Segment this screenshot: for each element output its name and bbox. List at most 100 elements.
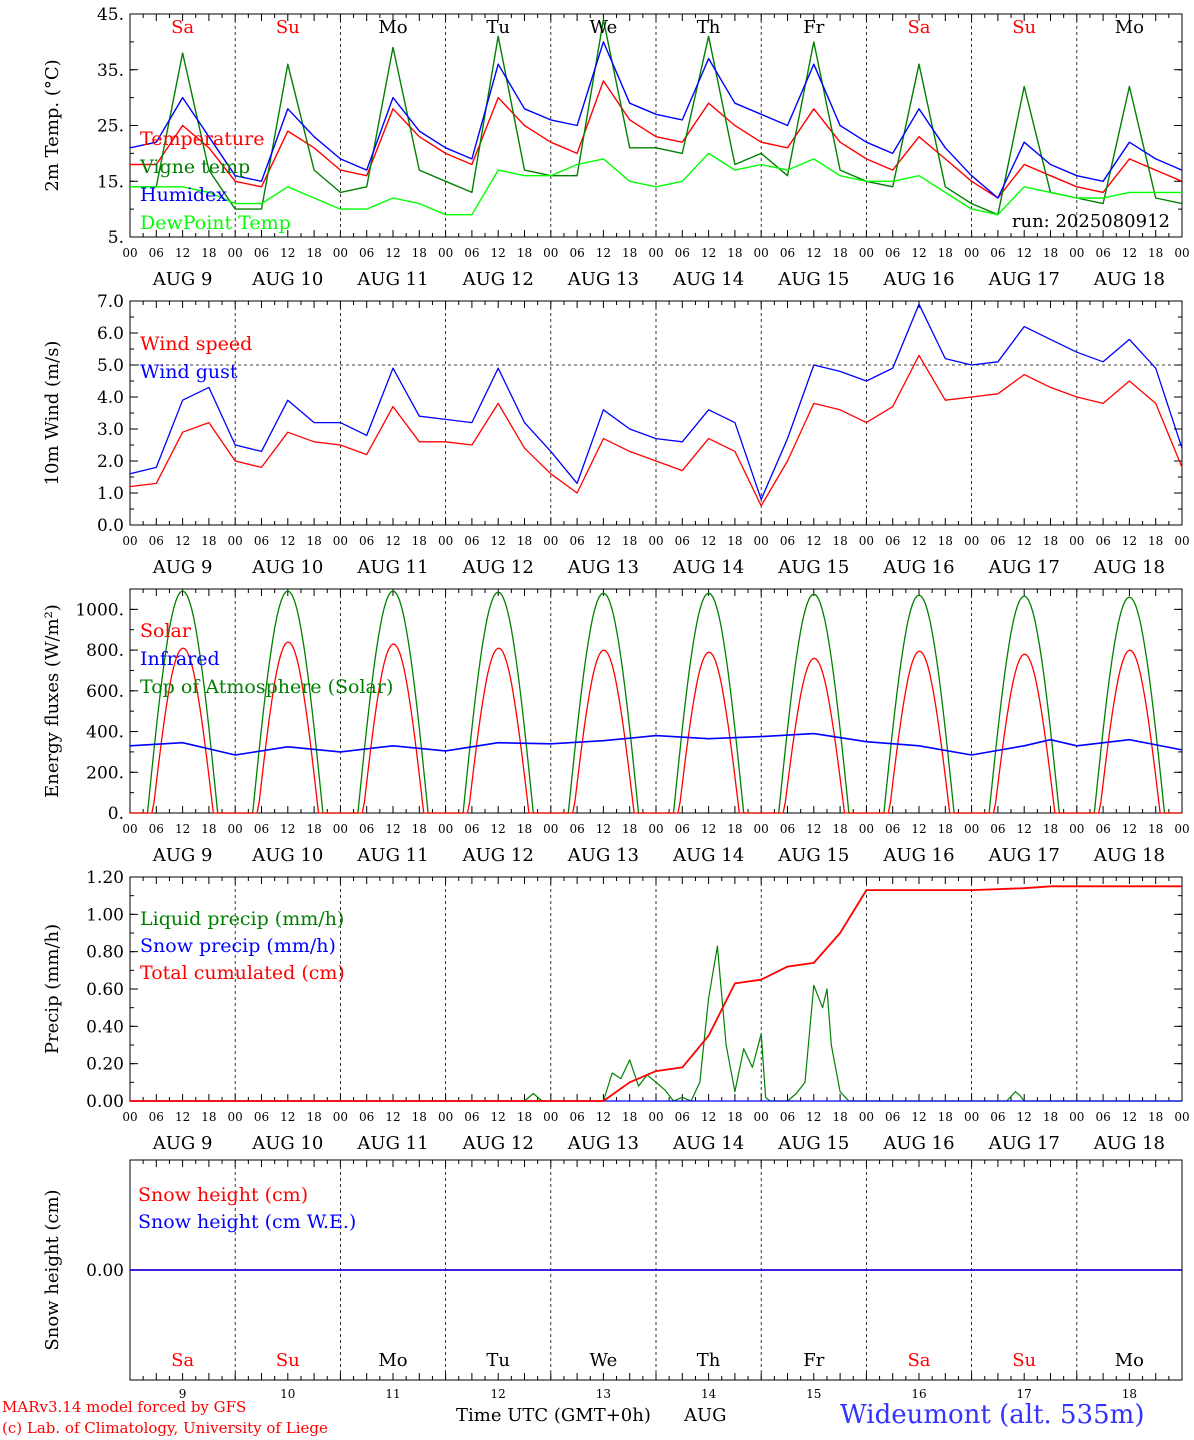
x-tick-label: 00 bbox=[648, 1110, 663, 1124]
date-label: AUG 12 bbox=[462, 1133, 534, 1154]
day-number: 13 bbox=[596, 1387, 611, 1401]
date-label: AUG 11 bbox=[356, 269, 428, 290]
weekday-label: Su bbox=[1012, 1350, 1036, 1371]
x-tick-label: 00 bbox=[964, 534, 979, 548]
date-label: AUG 10 bbox=[251, 1133, 323, 1154]
series-line-wind-gust bbox=[129, 303, 1183, 501]
x-tick-label: 00 bbox=[754, 246, 769, 260]
x-tick-label: 12 bbox=[911, 534, 926, 548]
day-number: 17 bbox=[1017, 1387, 1032, 1401]
y-tick-label: 0.20 bbox=[86, 1055, 124, 1075]
x-tick-label: 06 bbox=[464, 822, 479, 836]
plot-frame bbox=[129, 13, 1183, 238]
date-label: AUG 17 bbox=[988, 1133, 1060, 1154]
date-label: AUG 9 bbox=[152, 269, 213, 290]
x-tick-label: 00 bbox=[333, 1110, 348, 1124]
x-tick-label: 06 bbox=[1095, 534, 1110, 548]
legend-item: Wind gust bbox=[140, 361, 238, 383]
x-tick-label: 12 bbox=[1122, 822, 1137, 836]
x-tick-label: 18 bbox=[517, 534, 532, 548]
x-tick-label: 00 bbox=[754, 822, 769, 836]
x-tick-label: 18 bbox=[832, 1110, 847, 1124]
x-tick-label: 06 bbox=[675, 534, 690, 548]
x-tick-label: 12 bbox=[806, 1110, 821, 1124]
weekday-label: Th bbox=[697, 17, 721, 38]
x-tick-label: 00 bbox=[543, 1110, 558, 1124]
x-tick-label: 06 bbox=[1095, 246, 1110, 260]
weekday-label: Su bbox=[276, 17, 300, 38]
date-label: AUG 13 bbox=[567, 1133, 639, 1154]
x-tick-label: 06 bbox=[149, 246, 164, 260]
series-line-humidex bbox=[129, 41, 1183, 199]
x-tick-label: 18 bbox=[832, 534, 847, 548]
x-tick-label: 12 bbox=[385, 534, 400, 548]
x-tick-label: 12 bbox=[1122, 1110, 1137, 1124]
weekday-label: Tu bbox=[486, 1350, 510, 1371]
x-tick-label: 12 bbox=[806, 246, 821, 260]
date-label: AUG 16 bbox=[882, 269, 954, 290]
x-tick-label: 00 bbox=[228, 1110, 243, 1124]
x-tick-label: 18 bbox=[832, 822, 847, 836]
series-line-infrared bbox=[129, 732, 1183, 756]
x-tick-label: 18 bbox=[938, 534, 953, 548]
weekday-label: Su bbox=[1012, 17, 1036, 38]
date-label: AUG 13 bbox=[567, 557, 639, 578]
x-tick-label: 18 bbox=[1043, 1110, 1058, 1124]
legend-item: Solar bbox=[140, 620, 192, 642]
x-tick-label: 06 bbox=[780, 246, 795, 260]
x-tick-label: 00 bbox=[228, 534, 243, 548]
y-tick-label: 2.0 bbox=[97, 452, 124, 472]
x-tick-label: 00 bbox=[438, 246, 453, 260]
y-axis-label: 2m Temp. (°C) bbox=[42, 59, 63, 191]
x-tick-label: 06 bbox=[359, 534, 374, 548]
x-tick-label: 18 bbox=[201, 534, 216, 548]
panel-temp: 00 06 12 18 00 06 12 18 00 06 12 18 00 06 12 18 00 06 12 18… bbox=[42, 5, 1190, 290]
x-tick-label: 12 bbox=[280, 822, 295, 836]
legend-item: Vigne temp bbox=[139, 156, 250, 178]
x-tick-label: 06 bbox=[254, 822, 269, 836]
x-tick-label: 06 bbox=[990, 534, 1005, 548]
weekday-label: Fr bbox=[803, 1350, 824, 1371]
y-tick-label: 45. bbox=[97, 5, 124, 25]
x-tick-label: 06 bbox=[780, 534, 795, 548]
date-label: AUG 15 bbox=[777, 1133, 849, 1154]
x-tick-label: 12 bbox=[280, 246, 295, 260]
legend-item: Snow height (cm) bbox=[138, 1184, 308, 1206]
date-label: AUG 15 bbox=[777, 845, 849, 866]
x-tick-label: 00 bbox=[1069, 246, 1084, 260]
plot-frame bbox=[129, 588, 1183, 814]
weekday-label: We bbox=[590, 17, 618, 38]
x-tick-label: 18 bbox=[1043, 534, 1058, 548]
date-label: AUG 15 bbox=[777, 557, 849, 578]
x-tick-label: 12 bbox=[280, 534, 295, 548]
date-label: AUG 11 bbox=[356, 557, 428, 578]
date-label: AUG 18 bbox=[1093, 1133, 1165, 1154]
legend-item: DewPoint Temp bbox=[140, 212, 291, 234]
x-tick-label: 00 bbox=[964, 246, 979, 260]
x-tick-label: 18 bbox=[306, 246, 321, 260]
series-line-solar bbox=[130, 641, 1182, 814]
x-tick-label: 06 bbox=[885, 1110, 900, 1124]
y-tick-label: 3.0 bbox=[97, 420, 124, 440]
x-tick-label: 00 bbox=[1174, 246, 1189, 260]
x-tick-label: 18 bbox=[622, 1110, 637, 1124]
date-label: AUG 18 bbox=[1093, 269, 1165, 290]
x-tick-label: 06 bbox=[569, 822, 584, 836]
date-label: AUG 10 bbox=[251, 845, 323, 866]
x-tick-label: 00 bbox=[1174, 822, 1189, 836]
y-tick-label: 0.00 bbox=[86, 1261, 124, 1281]
legend-item: Temperature bbox=[140, 128, 264, 150]
y-tick-label: 1000. bbox=[75, 600, 124, 620]
x-tick-label: 00 bbox=[438, 1110, 453, 1124]
series-line-toa-solar bbox=[130, 590, 1182, 814]
x-tick-label: 06 bbox=[885, 534, 900, 548]
day-number: 15 bbox=[806, 1387, 821, 1401]
date-label: AUG 14 bbox=[672, 269, 744, 290]
x-tick-label: 00 bbox=[648, 246, 663, 260]
day-number: 11 bbox=[385, 1387, 400, 1401]
legend-item: Top of Atmosphere (Solar) bbox=[140, 676, 393, 698]
x-tick-label: 12 bbox=[385, 1110, 400, 1124]
y-tick-label: 35. bbox=[97, 61, 124, 81]
x-tick-label: 00 bbox=[754, 534, 769, 548]
date-label: AUG 14 bbox=[672, 1133, 744, 1154]
